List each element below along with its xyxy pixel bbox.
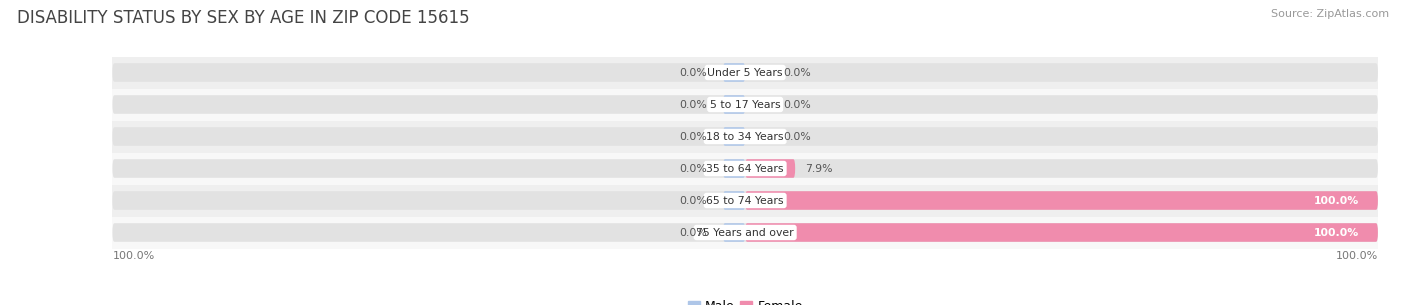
Bar [112,88,1378,120]
Bar [112,152,1378,185]
FancyBboxPatch shape [723,159,745,178]
FancyBboxPatch shape [112,63,1378,82]
Text: DISABILITY STATUS BY SEX BY AGE IN ZIP CODE 15615: DISABILITY STATUS BY SEX BY AGE IN ZIP C… [17,9,470,27]
Bar [112,120,1378,152]
FancyBboxPatch shape [723,223,745,242]
Text: Under 5 Years: Under 5 Years [707,67,783,77]
Text: 100.0%: 100.0% [1313,196,1358,206]
Bar [112,217,1378,249]
Text: 0.0%: 0.0% [679,99,707,109]
FancyBboxPatch shape [723,63,745,82]
Text: 0.0%: 0.0% [679,131,707,142]
Text: 7.9%: 7.9% [804,163,832,174]
Text: Source: ZipAtlas.com: Source: ZipAtlas.com [1271,9,1389,19]
Text: 75 Years and over: 75 Years and over [696,228,794,238]
Text: 5 to 17 Years: 5 to 17 Years [710,99,780,109]
Bar [112,56,1378,88]
FancyBboxPatch shape [723,127,745,146]
Text: 0.0%: 0.0% [783,67,811,77]
Text: 100.0%: 100.0% [112,251,155,261]
Text: 0.0%: 0.0% [679,228,707,238]
Text: 100.0%: 100.0% [1313,228,1358,238]
FancyBboxPatch shape [745,191,1378,210]
FancyBboxPatch shape [723,95,745,114]
FancyBboxPatch shape [112,223,1378,242]
FancyBboxPatch shape [745,223,1378,242]
Text: 0.0%: 0.0% [679,163,707,174]
FancyBboxPatch shape [112,191,1378,210]
FancyBboxPatch shape [112,127,1378,146]
Text: 0.0%: 0.0% [783,131,811,142]
FancyBboxPatch shape [112,159,1378,178]
FancyBboxPatch shape [112,95,1378,114]
Legend: Male, Female: Male, Female [683,295,807,305]
FancyBboxPatch shape [745,159,796,178]
Text: 65 to 74 Years: 65 to 74 Years [706,196,785,206]
Bar [112,185,1378,217]
Text: 100.0%: 100.0% [1336,251,1378,261]
Text: 0.0%: 0.0% [679,67,707,77]
Text: 35 to 64 Years: 35 to 64 Years [706,163,785,174]
FancyBboxPatch shape [723,191,745,210]
Text: 0.0%: 0.0% [679,196,707,206]
Text: 0.0%: 0.0% [783,99,811,109]
Text: 18 to 34 Years: 18 to 34 Years [706,131,785,142]
